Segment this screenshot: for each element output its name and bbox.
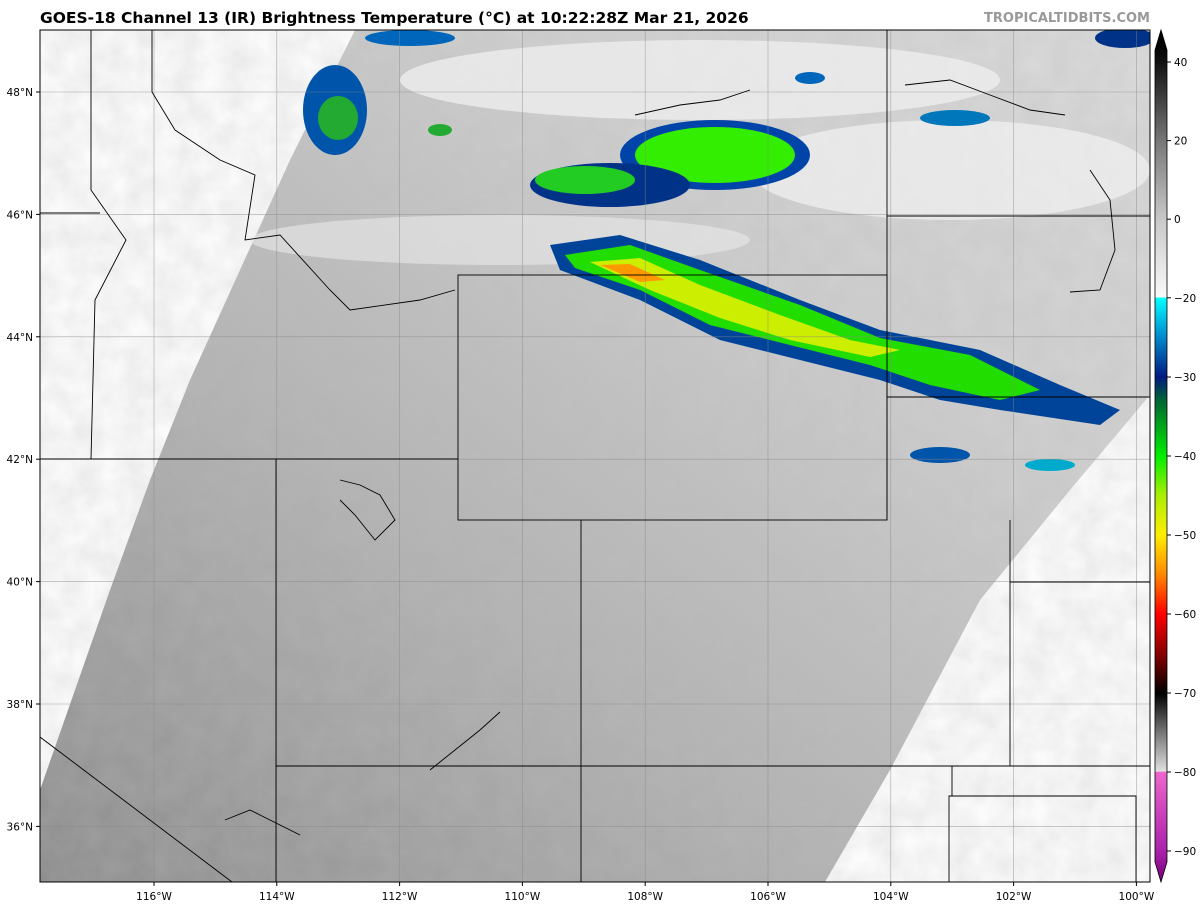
colorbar-label: −80 (1174, 767, 1196, 779)
colorbar-label: −30 (1174, 372, 1196, 384)
lon-label: 106°W (750, 891, 786, 903)
credit-label: TROPICALTIDBITS.COM (984, 11, 1150, 26)
lon-label: 116°W (136, 891, 172, 903)
colorbar-label: −20 (1174, 293, 1196, 305)
colorbar-bar (1154, 28, 1168, 884)
lat-label: 40°N (7, 577, 33, 589)
colorbar-label: −40 (1174, 451, 1196, 463)
colorbar-label: −70 (1174, 688, 1196, 700)
colorbar-label: −90 (1174, 846, 1196, 858)
cloud-tops (303, 30, 1150, 471)
lat-label: 44°N (7, 332, 33, 344)
colorbar-label: −50 (1174, 530, 1196, 542)
map-frame (39, 29, 1151, 883)
lon-label: 110°W (505, 891, 541, 903)
lon-label: 102°W (996, 891, 1032, 903)
state-borders (40, 30, 1150, 882)
colorbar-label: 20 (1174, 136, 1187, 148)
lon-label: 114°W (259, 891, 295, 903)
colorbar-label: 0 (1174, 214, 1181, 226)
lat-label: 48°N (7, 87, 33, 99)
colorbar-label: 40 (1174, 57, 1187, 69)
lon-label: 100°W (1119, 891, 1155, 903)
lat-label: 38°N (7, 699, 33, 711)
map-title: GOES-18 Channel 13 (IR) Brightness Tempe… (40, 9, 749, 27)
lon-label: 104°W (873, 891, 909, 903)
lat-label: 42°N (7, 454, 33, 466)
lat-label: 46°N (7, 209, 33, 221)
lon-label: 108°W (627, 891, 663, 903)
colorbar: 40 20 0 −20 −30 −40 −50 −60 −70 −80 −90 (1154, 28, 1196, 884)
colorbar-label: −60 (1174, 609, 1196, 621)
grid-lines (40, 30, 1150, 882)
lon-label: 112°W (382, 891, 418, 903)
lat-label: 36°N (7, 821, 33, 833)
